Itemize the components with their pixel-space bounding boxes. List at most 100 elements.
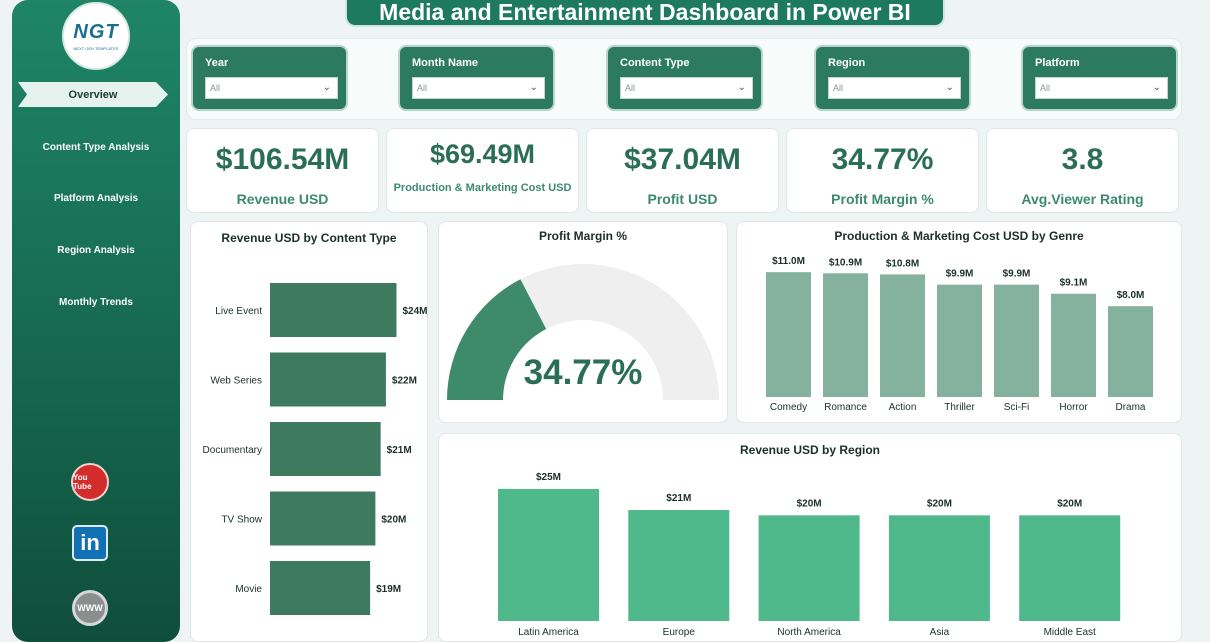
category-label: Web Series bbox=[210, 376, 262, 387]
chevron-down-icon: ⌄ bbox=[322, 82, 331, 93]
category-label: Middle East bbox=[1044, 627, 1096, 638]
category-label: North America bbox=[777, 627, 841, 638]
bar-web-series bbox=[270, 352, 386, 407]
linkedin-label: in bbox=[80, 530, 100, 555]
bar-asia bbox=[888, 515, 990, 621]
data-label: $19M bbox=[376, 584, 401, 595]
kpi-profit-margin: 34.77% Profit Margin % bbox=[786, 128, 979, 213]
bar-thriller bbox=[937, 284, 982, 397]
linkedin-icon[interactable]: in bbox=[70, 523, 110, 563]
genre-cost-panel: Production & Marketing Cost USD by Genre… bbox=[736, 221, 1182, 423]
profit-margin-gauge: 34.77% bbox=[447, 264, 719, 400]
data-label: $20M bbox=[1057, 498, 1082, 509]
ngt-logo: NGT NEXT GEN TEMPLATES bbox=[62, 2, 130, 70]
chart-title: Production & Marketing Cost USD by Genre bbox=[834, 229, 1084, 243]
filter-year: Year All ⌄ bbox=[191, 45, 348, 111]
bar-comedy bbox=[766, 272, 811, 397]
gauge-fill bbox=[447, 279, 547, 400]
chart-title: Profit Margin % bbox=[538, 229, 627, 243]
region-revenue-chart: $25M Latin America $21M Europe $20M North Ame… bbox=[498, 472, 1121, 638]
data-label: $9.1M bbox=[1060, 278, 1088, 289]
data-label: $10.9M bbox=[829, 257, 862, 268]
filter-platform: Platform All ⌄ bbox=[1021, 45, 1178, 111]
genre-cost-chart: $11.0M Comedy $10.9M Romance $10.8M Action $9.… bbox=[766, 256, 1153, 413]
bar-documentary bbox=[270, 422, 381, 476]
category-label: Thriller bbox=[944, 402, 975, 413]
website-icon[interactable]: WWW bbox=[70, 588, 110, 628]
category-label: Latin America bbox=[518, 627, 579, 638]
category-label: Romance bbox=[824, 402, 867, 413]
data-label: $25M bbox=[536, 472, 561, 483]
bar-latin-america bbox=[498, 488, 599, 621]
chevron-down-icon: ⌄ bbox=[737, 82, 746, 93]
region-revenue-panel: Revenue USD by Region $25M Latin America $… bbox=[438, 433, 1182, 642]
kpi-value: $106.54M bbox=[215, 143, 350, 176]
filter-content-type: Content Type All ⌄ bbox=[606, 45, 763, 111]
sidebar-item-platform-analysis[interactable]: Platform Analysis bbox=[12, 193, 180, 204]
dropdown-value: All bbox=[210, 83, 221, 93]
sidebar: NGT NEXT GEN TEMPLATES Overview Content … bbox=[12, 0, 180, 642]
data-label: $10.8M bbox=[886, 258, 919, 269]
bar-movie bbox=[270, 561, 371, 615]
bar-horror bbox=[1051, 293, 1096, 397]
sidebar-item-monthly-trends[interactable]: Monthly Trends bbox=[12, 297, 180, 308]
bar-romance bbox=[823, 273, 868, 397]
kpi-label: Production & Marketing Cost USD bbox=[393, 182, 572, 194]
category-label: Documentary bbox=[203, 445, 262, 456]
month-name-dropdown[interactable]: All ⌄ bbox=[412, 77, 545, 99]
bar-action bbox=[880, 274, 925, 397]
sidebar-item-region-analysis[interactable]: Region Analysis bbox=[12, 245, 180, 256]
dropdown-value: All bbox=[625, 83, 636, 93]
data-label: $22M bbox=[392, 376, 417, 387]
filter-region: Region All ⌄ bbox=[814, 45, 971, 111]
platform-dropdown[interactable]: All ⌄ bbox=[1035, 77, 1168, 99]
dropdown-value: All bbox=[833, 83, 844, 93]
dropdown-value: All bbox=[1040, 83, 1051, 93]
data-label: $21M bbox=[387, 445, 412, 456]
chevron-down-icon: ⌄ bbox=[1152, 82, 1161, 93]
kpi-label: Profit USD bbox=[647, 191, 718, 207]
data-label: $8.0M bbox=[1117, 290, 1145, 301]
kpi-label: Profit Margin % bbox=[831, 191, 934, 207]
kpi-viewer-rating: 3.8 Avg.Viewer Rating bbox=[986, 128, 1179, 213]
content-type-dropdown[interactable]: All ⌄ bbox=[620, 77, 753, 99]
youtube-label: You Tube bbox=[73, 473, 92, 491]
kpi-profit: $37.04M Profit USD bbox=[586, 128, 779, 213]
profit-margin-panel: Profit Margin % 34.77% bbox=[438, 221, 728, 423]
website-label: WWW bbox=[77, 603, 103, 613]
sidebar-item-label: Region Analysis bbox=[57, 245, 135, 256]
category-label: Comedy bbox=[770, 402, 807, 413]
category-label: Asia bbox=[930, 627, 950, 638]
logo-text: NGT bbox=[73, 21, 119, 43]
sidebar-item-overview[interactable]: Overview bbox=[18, 82, 168, 107]
chart-title: Revenue USD by Region bbox=[739, 443, 881, 457]
category-label: Movie bbox=[235, 584, 262, 595]
youtube-icon[interactable]: You Tube bbox=[70, 462, 110, 502]
filter-month-name: Month Name All ⌄ bbox=[398, 45, 555, 111]
gauge-value: 34.77% bbox=[524, 353, 643, 392]
filter-label: Month Name bbox=[412, 57, 478, 69]
kpi-value: $37.04M bbox=[624, 143, 741, 176]
filter-label: Year bbox=[205, 57, 229, 69]
category-label: Horror bbox=[1059, 402, 1088, 413]
bar-europe bbox=[628, 510, 730, 621]
page-title: Media and Entertainment Dashboard in Pow… bbox=[345, 0, 945, 27]
data-label: $20M bbox=[381, 515, 406, 526]
kpi-value: 3.8 bbox=[1061, 143, 1104, 176]
region-dropdown[interactable]: All ⌄ bbox=[828, 77, 961, 99]
category-label: Europe bbox=[663, 627, 696, 638]
dropdown-value: All bbox=[417, 83, 428, 93]
bar-middle-east bbox=[1019, 515, 1121, 621]
filter-label: Region bbox=[828, 57, 866, 69]
data-label: $21M bbox=[666, 493, 691, 504]
kpi-label: Revenue USD bbox=[236, 191, 329, 207]
logo-subtext: NEXT GEN TEMPLATES bbox=[73, 46, 119, 51]
filter-label: Content Type bbox=[620, 57, 690, 69]
bar-live-event bbox=[270, 283, 397, 337]
bar-north-america bbox=[758, 515, 860, 621]
sidebar-item-content-type-analysis[interactable]: Content Type Analysis bbox=[12, 142, 180, 153]
category-label: Drama bbox=[1115, 402, 1145, 413]
sidebar-item-label: Monthly Trends bbox=[59, 297, 133, 308]
year-dropdown[interactable]: All ⌄ bbox=[205, 77, 338, 99]
kpi-label: Avg.Viewer Rating bbox=[1021, 191, 1144, 207]
